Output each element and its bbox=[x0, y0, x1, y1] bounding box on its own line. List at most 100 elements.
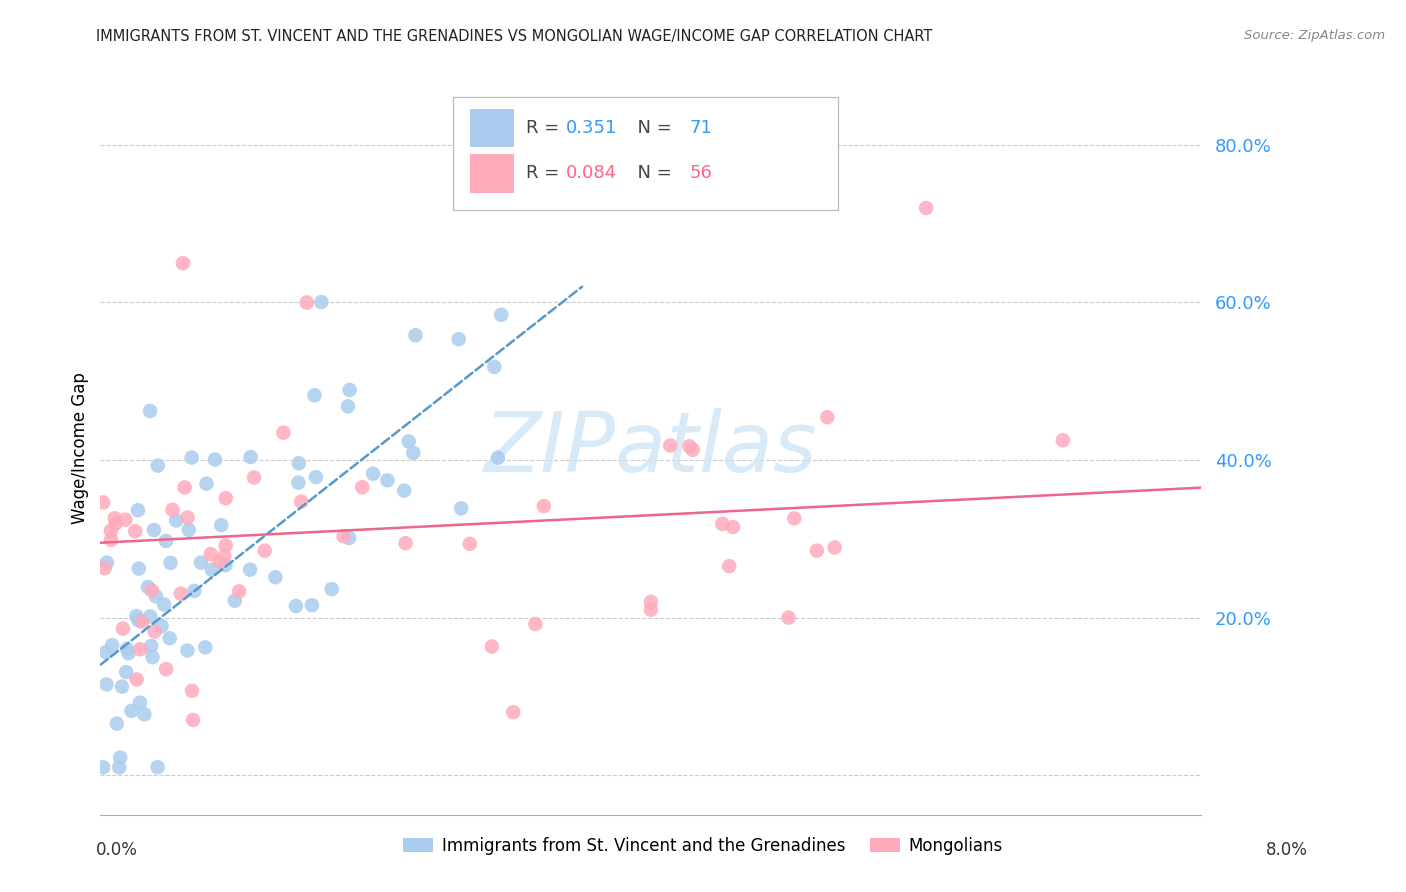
FancyBboxPatch shape bbox=[471, 154, 515, 193]
Point bbox=[129, 696, 152, 710]
FancyBboxPatch shape bbox=[453, 96, 838, 211]
Point bbox=[484, 359, 506, 374]
Point bbox=[778, 610, 800, 624]
Point bbox=[124, 524, 146, 539]
Text: N =: N = bbox=[626, 119, 678, 137]
Point bbox=[200, 547, 222, 561]
Point bbox=[142, 523, 165, 537]
Point bbox=[215, 491, 238, 505]
Point bbox=[131, 615, 153, 629]
Point bbox=[253, 543, 276, 558]
Point bbox=[104, 511, 127, 525]
Point bbox=[183, 583, 205, 598]
Point bbox=[398, 434, 420, 449]
Point bbox=[145, 590, 167, 604]
Point bbox=[159, 556, 181, 570]
Point bbox=[824, 541, 846, 555]
Text: N =: N = bbox=[626, 164, 678, 183]
Point bbox=[239, 563, 262, 577]
Point bbox=[128, 561, 150, 575]
Point bbox=[273, 425, 295, 440]
Point bbox=[91, 760, 114, 774]
Point bbox=[447, 332, 470, 346]
Point bbox=[352, 480, 374, 494]
Point bbox=[288, 456, 311, 470]
Text: IMMIGRANTS FROM ST. VINCENT AND THE GRENADINES VS MONGOLIAN WAGE/INCOME GAP CORR: IMMIGRANTS FROM ST. VINCENT AND THE GREN… bbox=[96, 29, 932, 44]
Point bbox=[215, 539, 238, 553]
Point bbox=[287, 475, 309, 490]
Point bbox=[195, 476, 218, 491]
Point bbox=[361, 467, 384, 481]
Text: 8.0%: 8.0% bbox=[1265, 840, 1308, 858]
Text: 0.351: 0.351 bbox=[567, 119, 617, 137]
Point bbox=[711, 516, 734, 531]
Point bbox=[108, 760, 131, 774]
Point bbox=[134, 707, 156, 722]
Point bbox=[321, 582, 343, 596]
Point bbox=[1052, 434, 1074, 448]
Text: 0.084: 0.084 bbox=[567, 164, 617, 183]
FancyBboxPatch shape bbox=[471, 109, 515, 147]
Point bbox=[337, 531, 360, 545]
Point bbox=[94, 645, 117, 659]
Point bbox=[181, 713, 204, 727]
Point bbox=[305, 470, 328, 484]
Point bbox=[190, 556, 212, 570]
Text: ZIPatlas: ZIPatlas bbox=[484, 408, 818, 489]
Text: 71: 71 bbox=[689, 119, 713, 137]
Y-axis label: Wage/Income Gap: Wage/Income Gap bbox=[72, 372, 89, 524]
Point bbox=[108, 750, 131, 764]
Point bbox=[486, 450, 509, 465]
Point bbox=[295, 295, 318, 310]
Point bbox=[290, 494, 312, 508]
Point bbox=[640, 595, 662, 609]
Text: 0.0%: 0.0% bbox=[96, 840, 138, 858]
Point bbox=[141, 583, 163, 598]
Point bbox=[115, 665, 138, 679]
Text: 56: 56 bbox=[689, 164, 713, 183]
Point bbox=[659, 439, 682, 453]
Point bbox=[524, 617, 547, 632]
Point bbox=[93, 561, 115, 575]
Point bbox=[117, 646, 139, 660]
Point bbox=[155, 662, 177, 676]
Point bbox=[104, 516, 127, 531]
Point bbox=[177, 523, 200, 537]
Point bbox=[172, 256, 194, 270]
Point bbox=[165, 513, 187, 527]
Point bbox=[180, 450, 202, 465]
Point bbox=[101, 638, 124, 652]
Point bbox=[332, 529, 354, 543]
Point bbox=[129, 642, 152, 657]
Point bbox=[91, 495, 114, 509]
Point bbox=[806, 543, 828, 558]
Point bbox=[208, 555, 231, 569]
Point bbox=[783, 511, 806, 525]
Point bbox=[150, 619, 173, 633]
Point bbox=[204, 452, 226, 467]
Point bbox=[228, 584, 250, 599]
Point bbox=[392, 483, 415, 498]
Point bbox=[481, 640, 503, 654]
Point bbox=[96, 677, 118, 691]
Point bbox=[146, 458, 169, 473]
Point bbox=[105, 716, 128, 731]
Point bbox=[243, 470, 266, 484]
Point bbox=[311, 295, 333, 310]
Point bbox=[405, 328, 427, 343]
Point bbox=[181, 683, 204, 698]
Point bbox=[121, 704, 143, 718]
Point bbox=[214, 549, 236, 563]
Point bbox=[176, 510, 198, 524]
Point bbox=[141, 650, 163, 665]
Point bbox=[139, 404, 162, 418]
Point bbox=[111, 622, 134, 636]
Point bbox=[301, 598, 323, 612]
Point bbox=[339, 383, 361, 397]
Text: Source: ZipAtlas.com: Source: ZipAtlas.com bbox=[1244, 29, 1385, 42]
Point bbox=[139, 609, 162, 624]
Point bbox=[678, 439, 700, 453]
Point bbox=[264, 570, 287, 584]
Point bbox=[721, 520, 744, 534]
Point bbox=[143, 624, 166, 639]
